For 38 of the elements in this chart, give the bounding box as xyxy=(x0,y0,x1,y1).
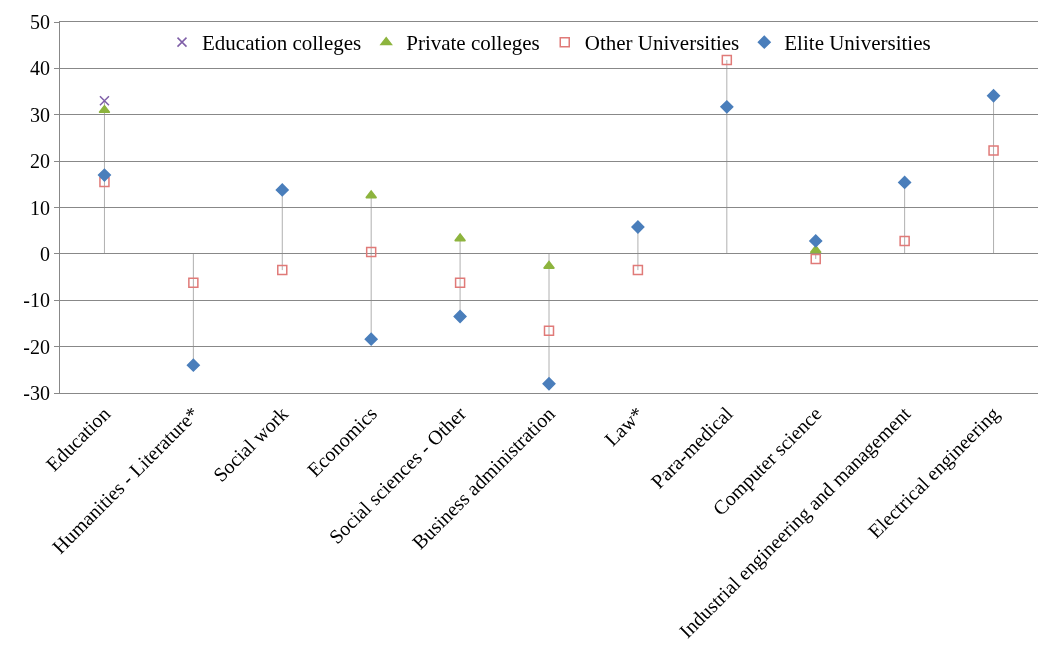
point xyxy=(277,264,288,276)
y-tick-label: 20 xyxy=(30,150,50,173)
y-tick-label: 30 xyxy=(30,103,50,126)
point xyxy=(809,234,823,248)
y-tick-label: -30 xyxy=(23,382,50,404)
legend-label: Private colleges xyxy=(406,31,540,56)
point xyxy=(810,253,821,265)
point xyxy=(543,260,555,269)
point xyxy=(186,358,200,372)
y-tick-label: 50 xyxy=(30,11,50,33)
point xyxy=(632,264,644,276)
point xyxy=(99,95,110,107)
point xyxy=(720,100,734,114)
point xyxy=(543,325,555,337)
y-tick-label: -20 xyxy=(23,335,50,358)
point xyxy=(986,89,1001,103)
point xyxy=(99,176,110,188)
y-tick-label: 10 xyxy=(30,196,50,219)
y-tick-label: 40 xyxy=(30,57,50,80)
point xyxy=(898,175,912,190)
point xyxy=(988,145,999,156)
point xyxy=(188,277,199,288)
point xyxy=(98,104,111,114)
legend-label: Education colleges xyxy=(202,31,362,56)
point xyxy=(454,277,466,288)
point xyxy=(97,168,112,182)
point xyxy=(275,183,289,197)
legend-label: Elite Universities xyxy=(784,31,931,56)
point xyxy=(899,235,910,247)
point xyxy=(364,332,378,346)
point xyxy=(631,220,645,234)
point xyxy=(721,54,733,66)
point xyxy=(542,377,556,391)
point xyxy=(365,246,377,258)
legend-label: Other Universities xyxy=(584,31,740,56)
y-tick-label: -10 xyxy=(23,289,50,312)
y-tick-label: 0 xyxy=(40,242,50,265)
point xyxy=(453,309,467,324)
